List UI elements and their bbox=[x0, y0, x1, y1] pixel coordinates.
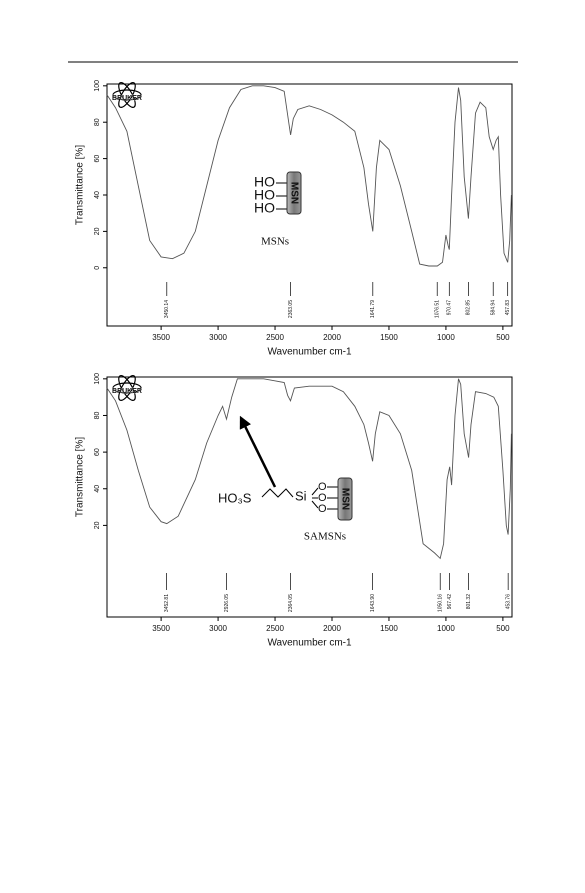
x-tick-label: 500 bbox=[496, 333, 510, 342]
arrow bbox=[239, 415, 277, 488]
peak-label: 2926.05 bbox=[224, 594, 230, 612]
logo-orbit bbox=[112, 89, 142, 101]
logo-orbit bbox=[112, 382, 142, 394]
structure-samsn: HO₃S Si O O O MSN bbox=[218, 415, 353, 521]
peak-label: 1643.90 bbox=[370, 594, 376, 612]
peak-label: 3450.14 bbox=[164, 300, 170, 318]
logo-text: BRUKER bbox=[112, 95, 142, 102]
x-tick-label: 500 bbox=[496, 624, 510, 633]
peak-label: 1076.51 bbox=[435, 300, 441, 318]
peak-label: 802.85 bbox=[466, 300, 472, 316]
y-tick-label: 60 bbox=[94, 448, 101, 456]
y-tick-label: 0 bbox=[94, 266, 101, 270]
x-tick-label: 3000 bbox=[209, 624, 227, 633]
x-axis-label: Wavenumber cm-1 bbox=[267, 347, 352, 358]
structure-linker: Si bbox=[295, 488, 307, 503]
y-tick-label: 60 bbox=[94, 155, 101, 163]
y-tick-label: 40 bbox=[94, 485, 101, 493]
x-tick-label: 3500 bbox=[152, 624, 170, 633]
structure-oxygen: O bbox=[318, 503, 327, 515]
structure-group: HO₃S bbox=[218, 490, 252, 505]
logo-orbit bbox=[118, 375, 136, 401]
peak-label: 1050.16 bbox=[438, 594, 444, 612]
msn-particle bbox=[286, 171, 302, 215]
peak-label: 584.94 bbox=[491, 300, 497, 316]
logo-orbit bbox=[118, 82, 136, 108]
peak-label: 1641.79 bbox=[370, 300, 376, 318]
msn-label: MSN bbox=[288, 182, 299, 204]
y-axis-label: Transmittance [%] bbox=[75, 437, 86, 517]
chain bbox=[261, 488, 294, 498]
logo-orbit bbox=[118, 82, 136, 108]
logo-orbit bbox=[118, 375, 136, 401]
spectrum-line bbox=[106, 85, 512, 267]
peak-label: 3452.81 bbox=[164, 594, 170, 612]
y-tick-label: 100 bbox=[94, 80, 101, 92]
x-axis-label: Wavenumber cm-1 bbox=[267, 638, 352, 649]
peak-label: 801.32 bbox=[466, 594, 472, 610]
y-tick-label: 100 bbox=[94, 373, 101, 385]
plot-frame bbox=[106, 376, 513, 618]
sample-label: MSNs bbox=[261, 236, 289, 248]
x-tick-label: 3000 bbox=[209, 333, 227, 342]
bond bbox=[311, 486, 338, 510]
x-tick-label: 2000 bbox=[323, 333, 341, 342]
sample-label: SAMSNs bbox=[304, 531, 346, 543]
y-tick-label: 40 bbox=[94, 191, 101, 199]
peak-label: 2363.05 bbox=[288, 300, 294, 318]
x-tick-label: 1000 bbox=[437, 624, 455, 633]
y-tick-label: 80 bbox=[94, 118, 101, 126]
msn-particle bbox=[337, 477, 353, 521]
plot-frame bbox=[106, 83, 513, 327]
x-tick-label: 2500 bbox=[266, 333, 284, 342]
x-tick-label: 1500 bbox=[380, 624, 398, 633]
peak-label: 2364.05 bbox=[288, 594, 294, 612]
x-tick-label: 2000 bbox=[323, 624, 341, 633]
peak-label: 457.83 bbox=[505, 300, 511, 316]
y-tick-label: 80 bbox=[94, 411, 101, 419]
spectrum-line bbox=[106, 378, 512, 560]
x-tick-label: 3500 bbox=[152, 333, 170, 342]
x-tick-label: 1500 bbox=[380, 333, 398, 342]
x-tick-label: 1000 bbox=[437, 333, 455, 342]
structure-msn: HO HO HO MSN bbox=[254, 171, 302, 216]
y-tick-label: 20 bbox=[94, 521, 101, 529]
logo-text: BRUKER bbox=[112, 388, 142, 395]
peak-label: 970.47 bbox=[447, 300, 453, 316]
structure-oxygen: O bbox=[318, 492, 327, 504]
structure-oxygen: O bbox=[318, 481, 327, 493]
structure-group: HO bbox=[254, 187, 275, 203]
peak-label: 967.42 bbox=[447, 594, 453, 610]
msn-label: MSN bbox=[339, 488, 350, 510]
y-axis-label: Transmittance [%] bbox=[75, 145, 86, 225]
x-tick-label: 2500 bbox=[266, 624, 284, 633]
structure-group: HO bbox=[254, 174, 275, 190]
bond bbox=[276, 182, 287, 210]
y-tick-label: 20 bbox=[94, 227, 101, 235]
peak-label: 453.76 bbox=[505, 594, 511, 610]
structure-group: HO bbox=[254, 200, 275, 216]
